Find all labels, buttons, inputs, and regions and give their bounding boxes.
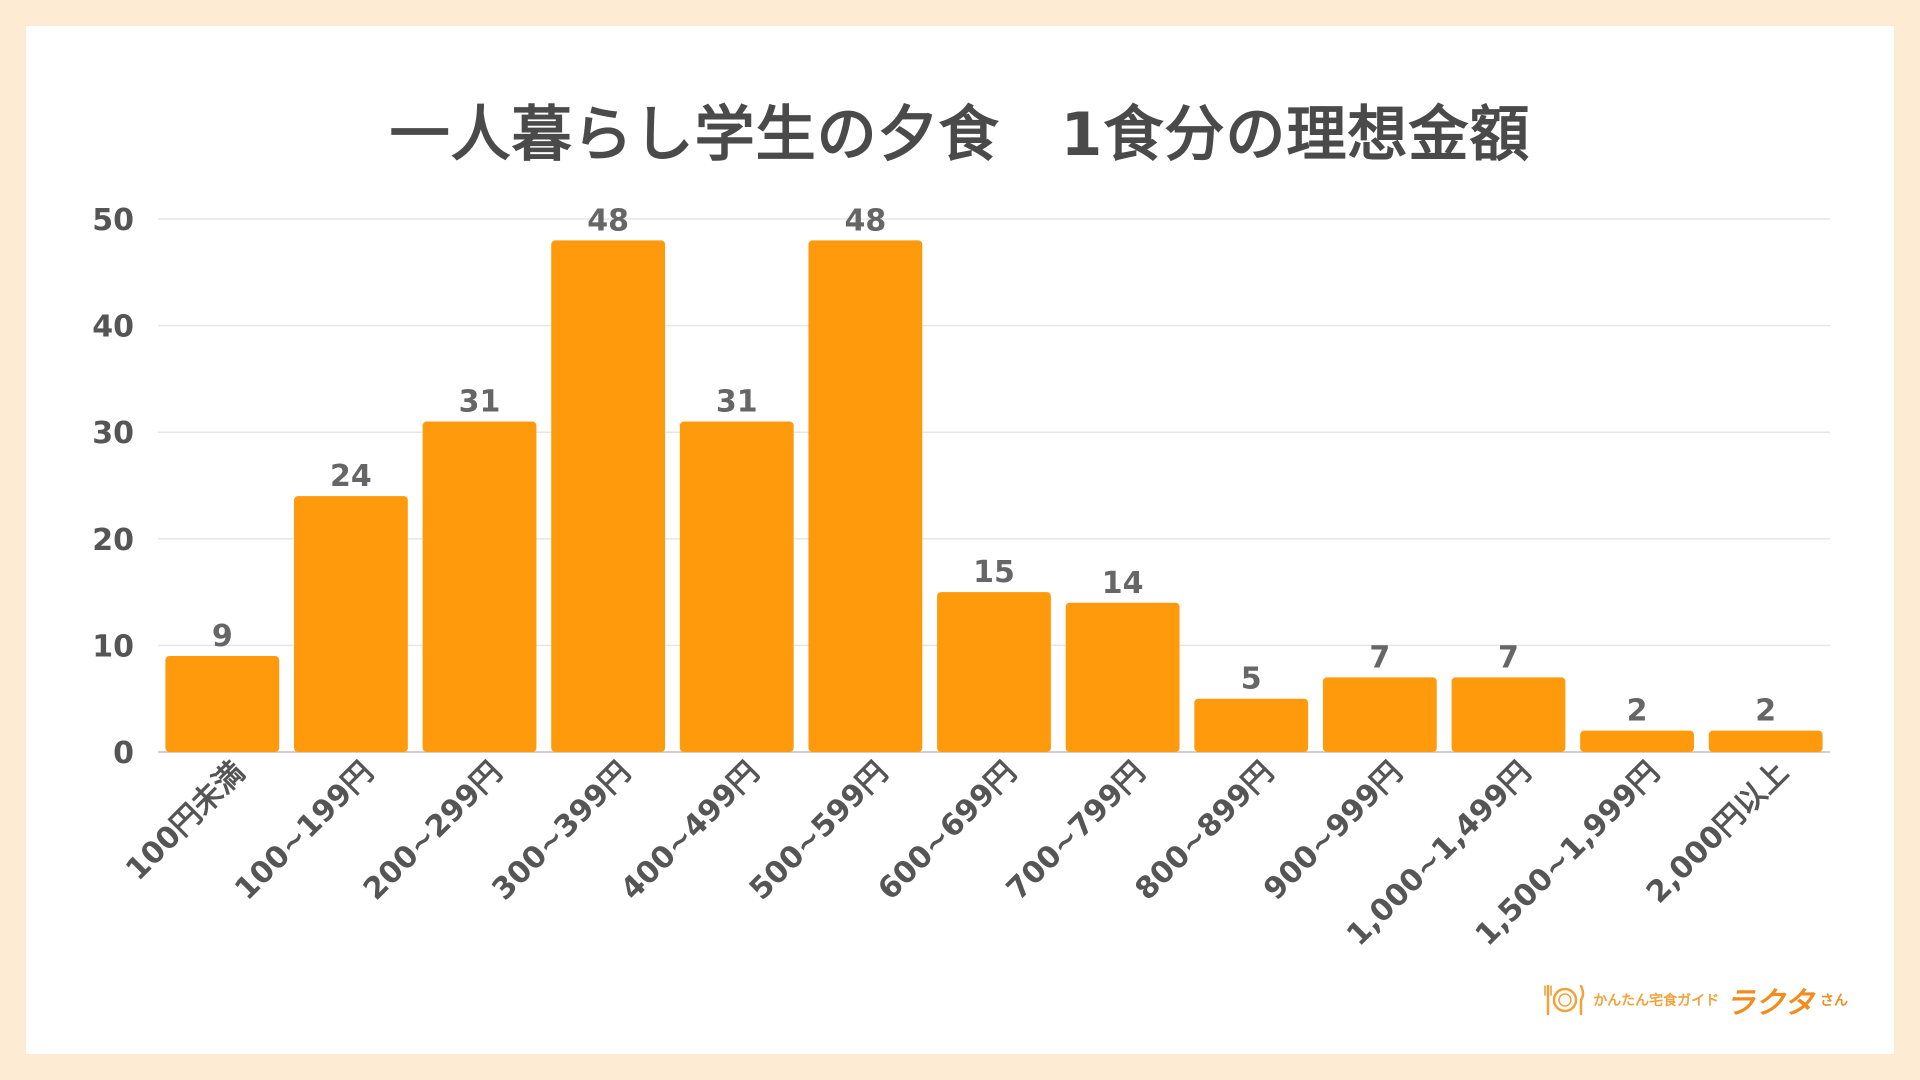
x-axis-ticks: 100円未満100~199円200~299円300~399円400~499円50… (119, 755, 1795, 953)
bars (165, 240, 1823, 752)
data-label: 7 (1498, 640, 1519, 675)
y-tick-label: 30 (92, 416, 134, 451)
data-label: 2 (1755, 694, 1776, 729)
bar (1065, 602, 1180, 752)
y-axis-ticks: 0 10 20 30 40 50 (92, 203, 134, 771)
data-label: 48 (587, 203, 629, 238)
y-tick-label: 40 (92, 310, 134, 345)
y-tick-label: 50 (92, 203, 134, 238)
bar (1708, 730, 1823, 752)
data-label: 31 (716, 385, 758, 420)
bar (1451, 677, 1566, 752)
bar (1580, 730, 1694, 752)
data-labels: 9 24 31 48 31 48 15 14 5 7 7 2 2 (212, 203, 1776, 728)
x-tick-label: 100円未満 (119, 755, 252, 888)
y-tick-label: 0 (113, 736, 134, 771)
chart-title: 一人暮らし学生の夕食 1食分の理想金額 (389, 100, 1531, 170)
bar (1322, 677, 1437, 752)
brand-main-text: ラクタ (1725, 986, 1814, 1021)
bar (808, 240, 923, 752)
data-label: 31 (459, 385, 501, 420)
brand-sub-text: かんたん宅食ガイド (1593, 993, 1720, 1009)
data-label: 2 (1627, 694, 1648, 729)
y-tick-label: 20 (92, 523, 134, 558)
data-label: 48 (845, 203, 887, 238)
y-tick-label: 10 (92, 629, 134, 664)
bar (422, 421, 537, 752)
bar (679, 421, 794, 752)
data-label: 7 (1369, 640, 1390, 675)
bar (165, 656, 280, 752)
plate-cutlery-icon (1544, 984, 1585, 1016)
bar (294, 496, 408, 752)
brand-suffix-text: さん (1820, 993, 1848, 1009)
data-label: 5 (1241, 662, 1262, 697)
data-label: 24 (330, 459, 372, 494)
data-label: 9 (212, 619, 233, 654)
brand-logo: かんたん宅食ガイド ラクタ さん (1543, 980, 1848, 1021)
bar (551, 240, 666, 752)
bar (1194, 698, 1309, 752)
data-label: 14 (1102, 566, 1144, 601)
data-label: 15 (973, 555, 1015, 590)
bar (937, 592, 1051, 752)
